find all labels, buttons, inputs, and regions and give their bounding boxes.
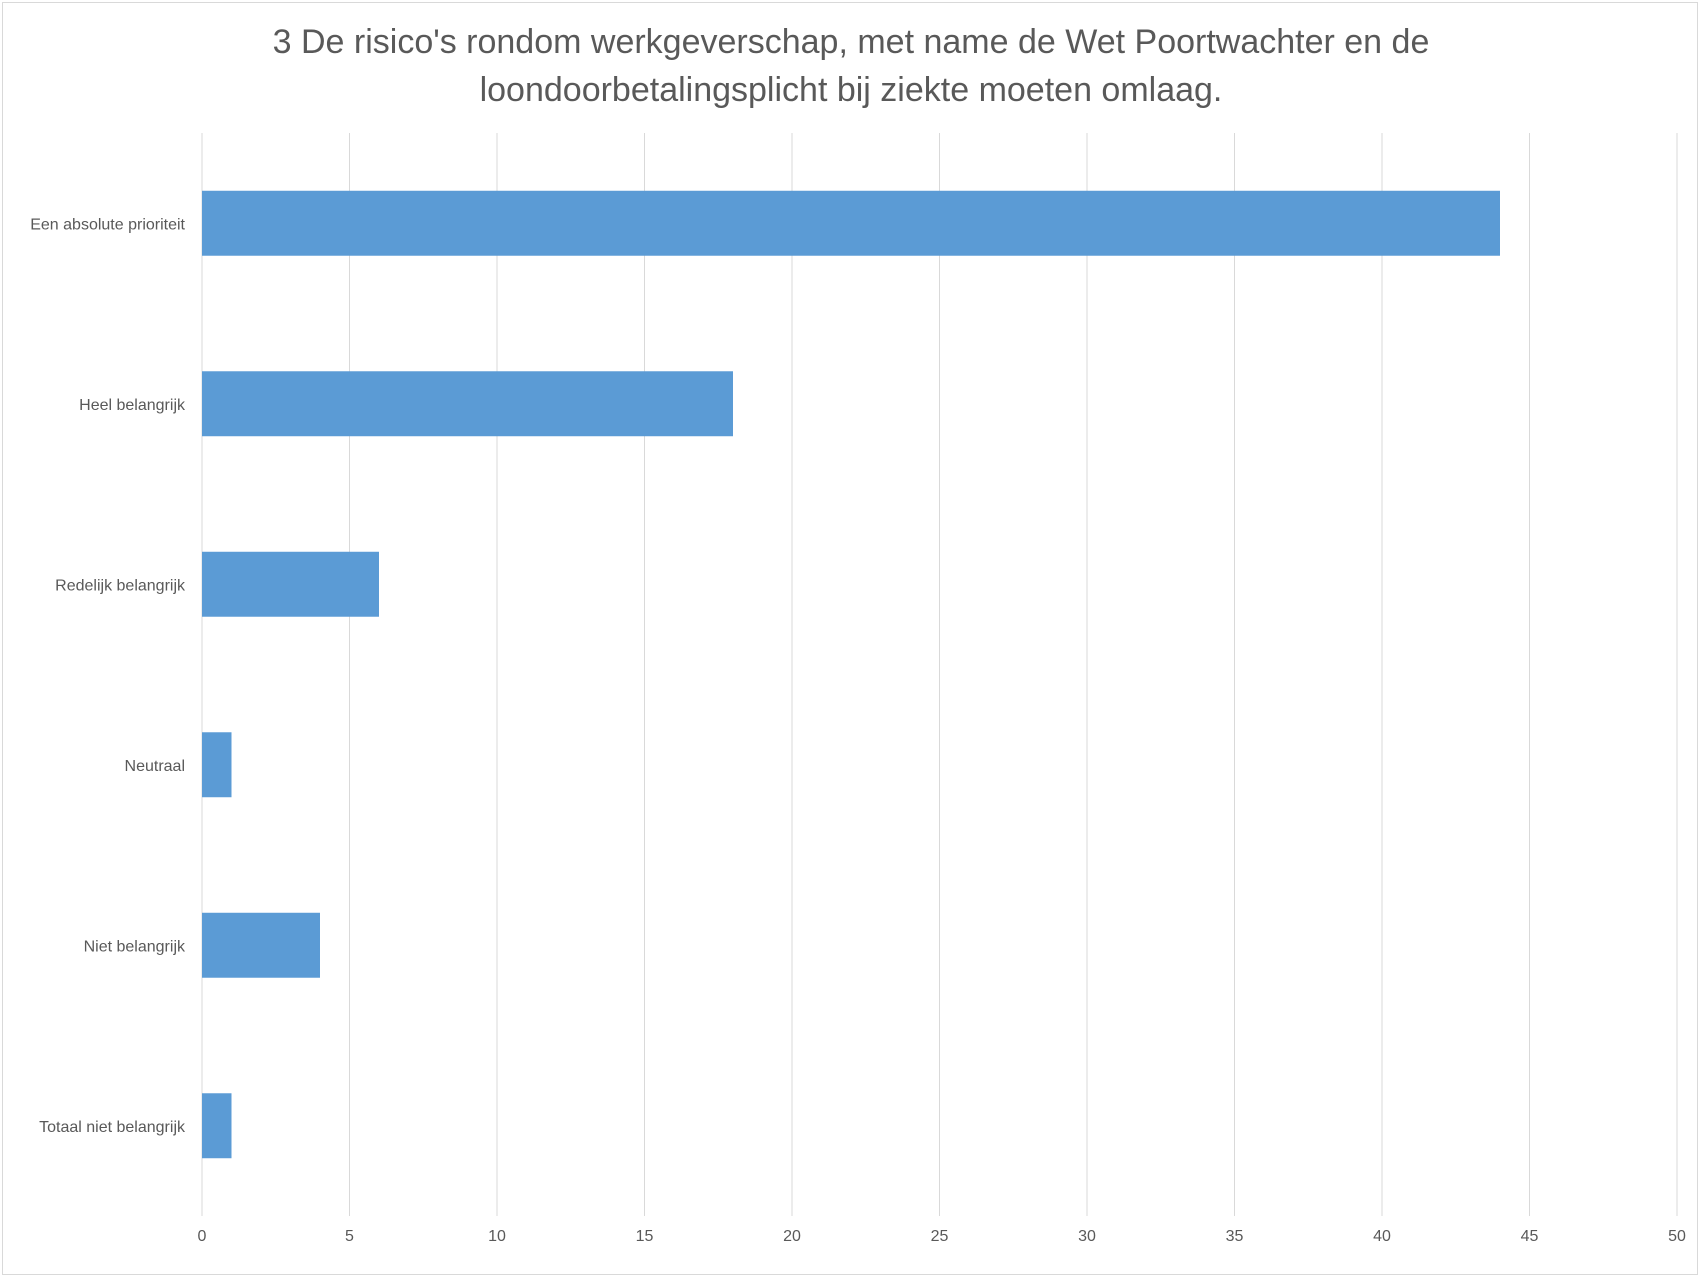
chart-title-line-2: loondoorbetalingsplicht bij ziekte moete… <box>479 71 1223 109</box>
x-tick-label: 35 <box>1226 1228 1244 1245</box>
bar-5 <box>202 1093 232 1159</box>
category-labels: Een absolute prioriteit Heel belangrijk Re… <box>30 216 186 1136</box>
x-tick-label: 0 <box>198 1228 207 1245</box>
x-tick-label: 20 <box>783 1228 801 1245</box>
x-axis-tick-labels: 0 5 10 15 20 25 30 35 40 45 50 <box>198 1228 1686 1245</box>
bar-3 <box>202 732 232 798</box>
bar-4 <box>202 912 320 978</box>
gridlines <box>201 133 1678 1216</box>
x-tick-label: 50 <box>1668 1228 1686 1245</box>
category-label: Heel belangrijk <box>79 397 186 414</box>
bar-1 <box>202 371 733 437</box>
category-label: Een absolute prioriteit <box>30 216 185 233</box>
x-tick-label: 15 <box>636 1228 654 1245</box>
bar-0 <box>202 190 1500 256</box>
category-label: Neutraal <box>125 758 185 775</box>
bar-2 <box>202 551 379 617</box>
category-label: Totaal niet belangrijk <box>39 1119 186 1136</box>
category-label: Redelijk belangrijk <box>55 577 186 594</box>
bars <box>202 190 1500 1159</box>
category-label: Niet belangrijk <box>84 938 186 955</box>
x-tick-label: 45 <box>1521 1228 1539 1245</box>
chart-title: 3 De risico's rondom werkgeverschap, met… <box>0 18 1702 114</box>
x-tick-label: 10 <box>488 1228 506 1245</box>
x-tick-label: 25 <box>931 1228 949 1245</box>
x-tick-label: 40 <box>1373 1228 1391 1245</box>
x-tick-label: 5 <box>345 1228 354 1245</box>
x-tick-label: 30 <box>1078 1228 1096 1245</box>
chart-title-line-1: 3 De risico's rondom werkgeverschap, met… <box>272 23 1430 61</box>
